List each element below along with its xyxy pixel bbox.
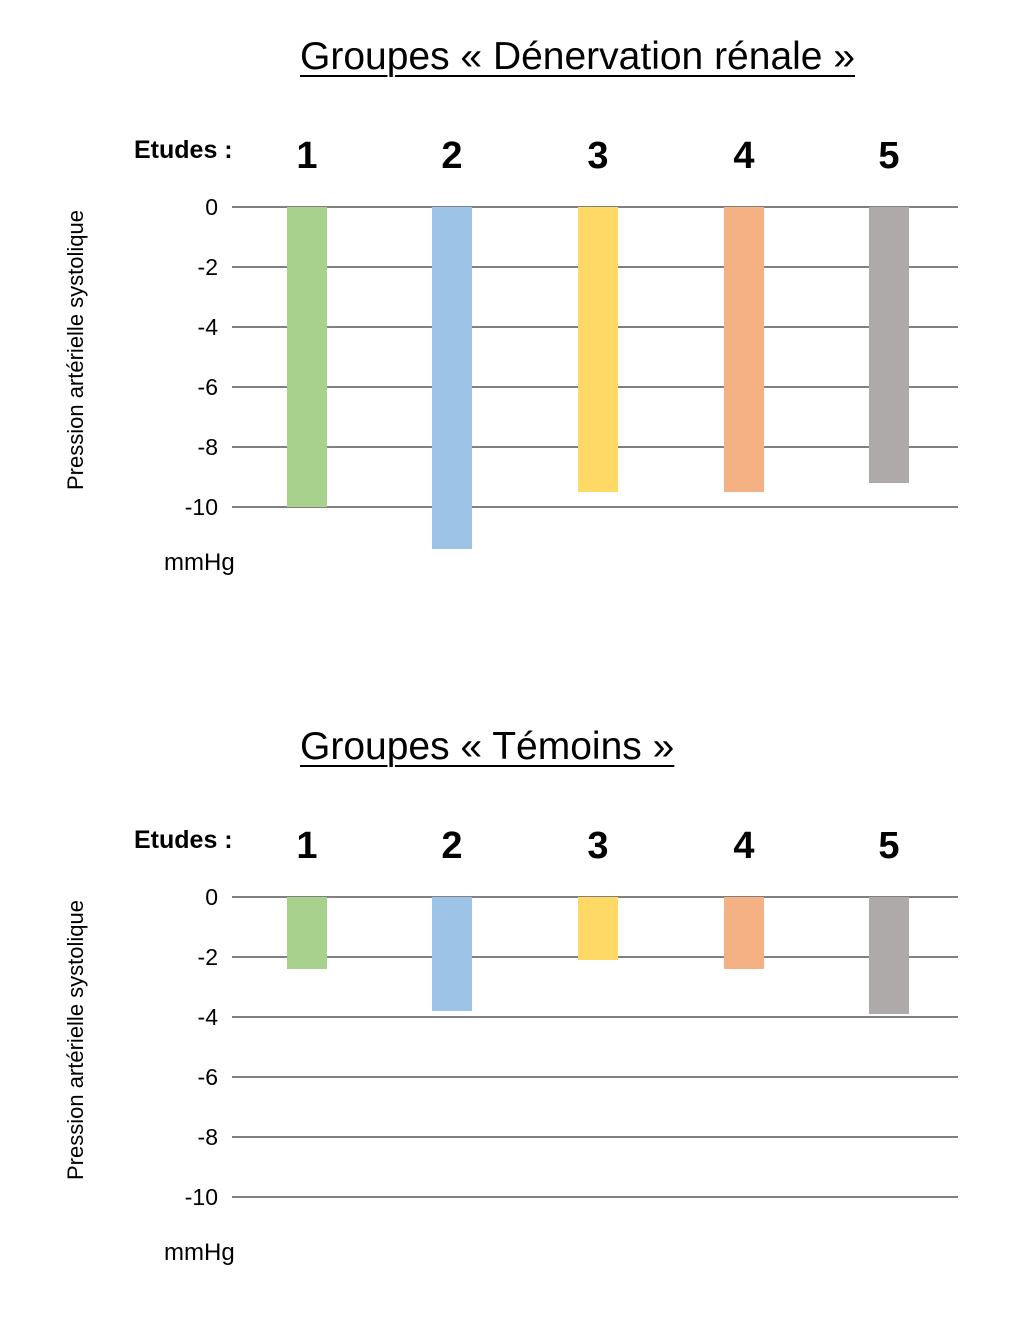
category-label: 5 xyxy=(878,825,899,867)
y-tick-label: -4 xyxy=(198,314,219,340)
y-tick-label: -8 xyxy=(198,434,218,460)
unit-label: mmHg xyxy=(164,549,235,576)
unit-label: mmHg xyxy=(164,1239,235,1266)
category-label: 5 xyxy=(878,135,899,177)
chart-title: Groupes « Dénervation rénale » xyxy=(300,35,856,78)
chart-temoins: Groupes « Témoins » Etudes : Pression ar… xyxy=(0,690,1011,1327)
bar xyxy=(869,207,909,483)
y-tick-label: -10 xyxy=(185,1184,218,1210)
category-label: 2 xyxy=(441,135,462,177)
y-tick-label: -6 xyxy=(198,1064,218,1090)
y-tick-label: -10 xyxy=(185,494,218,520)
category-label: 1 xyxy=(296,135,317,177)
chart-denervation: Groupes « Dénervation rénale » Etudes : … xyxy=(0,0,1011,660)
plot-area: 0 -2 -4 -6 -8 -10 1 2 3 4 5 xyxy=(185,135,958,549)
y-tick-label: 0 xyxy=(205,884,218,910)
category-label: 4 xyxy=(733,135,754,177)
y-tick-label: 0 xyxy=(205,194,218,220)
bar xyxy=(432,207,472,549)
bar xyxy=(724,207,764,492)
bar xyxy=(287,207,327,507)
bar xyxy=(869,897,909,1014)
studies-label: Etudes : xyxy=(134,136,233,164)
y-tick-label: -4 xyxy=(198,1004,219,1030)
plot-area: 0 -2 -4 -6 -8 -10 1 2 3 4 5 xyxy=(185,825,958,1210)
y-tick-label: -2 xyxy=(198,254,218,280)
bar xyxy=(432,897,472,1011)
bar xyxy=(578,207,618,492)
category-label: 2 xyxy=(441,825,462,867)
y-tick-label: -2 xyxy=(198,944,218,970)
category-label: 4 xyxy=(733,825,754,867)
y-tick-label: -8 xyxy=(198,1124,218,1150)
bar xyxy=(287,897,327,969)
y-tick-label: -6 xyxy=(198,374,218,400)
category-label: 1 xyxy=(296,825,317,867)
chart-title: Groupes « Témoins » xyxy=(300,725,675,768)
bar xyxy=(578,897,618,960)
studies-label: Etudes : xyxy=(134,826,233,854)
bar xyxy=(724,897,764,969)
category-label: 3 xyxy=(587,825,608,867)
category-label: 3 xyxy=(587,135,608,177)
